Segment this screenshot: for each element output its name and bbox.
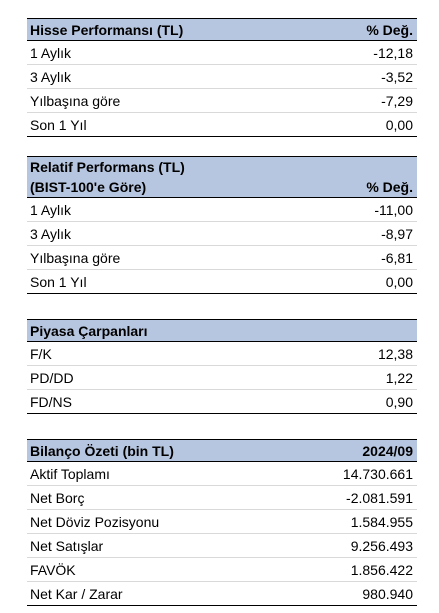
row-value: 14.730.661 (342, 465, 413, 482)
row-label: Aktif Toplamı (30, 465, 110, 482)
balance-sheet-table: Bilanço Özeti (bin TL) 2024/09 Aktif Top… (27, 439, 417, 606)
row-label: Net Satışlar (30, 537, 104, 554)
table-row: Net Satışlar 9.256.493 (27, 533, 417, 557)
row-value: 0,00 (385, 116, 413, 133)
table-subtitle: (BIST-100'e Göre) (30, 179, 147, 195)
row-value: -2.081.591 (346, 489, 413, 506)
row-label: FAVÖK (30, 561, 76, 578)
table-header: Piyasa Çarpanları (27, 319, 417, 342)
table-header: Bilanço Özeti (bin TL) 2024/09 (27, 439, 417, 462)
table-title: Piyasa Çarpanları (30, 322, 148, 339)
row-label: Son 1 Yıl (30, 273, 87, 290)
row-label: 1 Aylık (30, 44, 71, 61)
table-row: 3 Aylık -8,97 (27, 221, 417, 245)
table-row: Net Kar / Zarar 980.940 (27, 581, 417, 605)
market-multiples-table: Piyasa Çarpanları F/K 12,38 PD/DD 1,22 FD/… (27, 319, 417, 414)
table-title: Relatif Performans (TL) (30, 159, 185, 175)
table-row: PD/DD 1,22 (27, 365, 417, 389)
row-value: 9.256.493 (350, 537, 413, 554)
row-value: -3,52 (381, 68, 413, 85)
table-title: Bilanço Özeti (bin TL) (30, 442, 174, 459)
table-row: Son 1 Yıl 0,00 (27, 112, 417, 136)
row-value: 12,38 (377, 345, 413, 362)
table-body: 1 Aylık -12,18 3 Aylık -3,52 Yılbaşına gör… (27, 41, 417, 136)
table-row: Net Döviz Pozisyonu 1.584.955 (27, 509, 417, 533)
row-value: 0,00 (385, 273, 413, 290)
column-header: % Değ. (366, 21, 413, 38)
row-label: 3 Aylık (30, 225, 71, 242)
row-label: Net Borç (30, 489, 85, 506)
table-row: FAVÖK 1.856.422 (27, 557, 417, 581)
row-value: 1.856.422 (350, 561, 413, 578)
relative-performance-table: Relatif Performans (TL) (BIST-100'e Göre… (27, 156, 417, 294)
row-value: -11,00 (374, 201, 413, 218)
table-body: Aktif Toplamı 14.730.661 Net Borç -2.081.5… (27, 462, 417, 605)
table-header: Relatif Performans (TL) (BIST-100'e Göre… (27, 156, 417, 198)
row-label: FD/NS (30, 393, 72, 410)
column-header: % Değ. (366, 179, 413, 195)
table-row: Yılbaşına göre -6,81 (27, 245, 417, 269)
row-value: 1.584.955 (350, 513, 413, 530)
row-label: 1 Aylık (30, 201, 71, 218)
table-row: 1 Aylık -11,00 (27, 198, 417, 221)
table-body: 1 Aylık -11,00 3 Aylık -8,97 Yılbaşına gör… (27, 198, 417, 293)
table-row: F/K 12,38 (27, 342, 417, 365)
table-header: Hisse Performansı (TL) % Değ. (27, 18, 417, 41)
row-label: PD/DD (30, 369, 74, 386)
column-header: 2024/09 (362, 442, 413, 459)
row-label: F/K (30, 345, 52, 362)
row-label: Son 1 Yıl (30, 116, 87, 133)
row-value: -6,81 (381, 249, 413, 266)
row-label: Yılbaşına göre (30, 92, 121, 109)
table-row: Son 1 Yıl 0,00 (27, 269, 417, 293)
table-row: Yılbaşına göre -7,29 (27, 88, 417, 112)
row-value: 0,90 (385, 393, 413, 410)
table-title: Hisse Performansı (TL) (30, 21, 184, 38)
row-label: Yılbaşına göre (30, 249, 121, 266)
table-row: 1 Aylık -12,18 (27, 41, 417, 64)
row-label: Net Döviz Pozisyonu (30, 513, 160, 530)
table-row: Aktif Toplamı 14.730.661 (27, 462, 417, 485)
table-row: Net Borç -2.081.591 (27, 485, 417, 509)
row-value: -7,29 (381, 92, 413, 109)
row-value: -8,97 (381, 225, 413, 242)
row-value: 1,22 (385, 369, 413, 386)
table-row: 3 Aylık -3,52 (27, 64, 417, 88)
row-value: -12,18 (373, 44, 413, 61)
table-body: F/K 12,38 PD/DD 1,22 FD/NS 0,90 (27, 342, 417, 413)
row-label: 3 Aylık (30, 68, 71, 85)
table-row: FD/NS 0,90 (27, 389, 417, 413)
stock-performance-table: Hisse Performansı (TL) % Değ. 1 Aylık -12… (27, 18, 417, 137)
row-label: Net Kar / Zarar (30, 585, 123, 602)
row-value: 980.940 (362, 585, 413, 602)
